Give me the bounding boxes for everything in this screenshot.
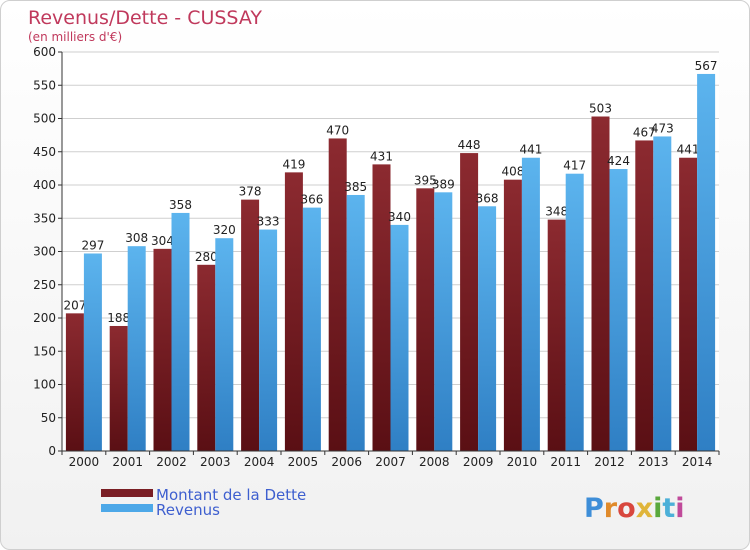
x-tick-label: 2011 [550,455,581,469]
bar-revenus [390,224,409,451]
value-label-revenus: 417 [563,159,586,173]
proxiti-logo: Proxiti [584,493,685,524]
bar-debt [679,157,698,452]
y-tick-label: 600 [33,45,56,59]
bar-revenus [302,207,321,451]
y-tick-label: 400 [33,178,56,192]
bar-debt [241,199,260,451]
value-label-debt: 448 [458,138,481,152]
value-label-debt: 431 [370,149,393,163]
bar-debt [328,138,347,451]
x-tick-label: 2010 [507,455,538,469]
value-label-debt: 408 [501,165,524,179]
y-tick-label: 150 [33,344,56,358]
legend-swatch-debt [101,489,153,497]
bar-revenus [478,206,497,451]
legend-label-debt: Montant de la Dette [156,486,306,504]
x-tick-label: 2004 [244,455,275,469]
value-label-revenus: 441 [519,143,542,157]
bar-revenus [259,229,278,451]
bar-debt [503,179,522,451]
y-tick-label: 550 [33,78,56,92]
value-label-revenus: 385 [344,180,367,194]
value-label-revenus: 389 [432,177,455,191]
x-tick-label: 2007 [375,455,406,469]
bar-debt [153,248,172,451]
value-label-revenus: 368 [476,191,499,205]
value-label-debt: 470 [326,123,349,137]
value-label-debt: 304 [151,234,174,248]
bar-revenus [565,173,584,451]
value-label-revenus: 366 [300,193,323,207]
bar-revenus [434,192,453,451]
bar-revenus [521,157,540,452]
value-label-debt: 280 [195,250,218,264]
value-label-debt: 395 [414,173,437,187]
legend-label-revenus: Revenus [156,501,220,519]
x-tick-label: 2005 [288,455,319,469]
bar-revenus [697,73,716,451]
bar-debt [197,264,216,451]
y-tick-label: 250 [33,278,56,292]
bar-debt [460,153,479,451]
y-tick-label: 0 [48,444,56,458]
bar-debt [635,140,654,451]
y-tick-label: 50 [41,411,56,425]
legend: Montant de la Dette Revenus [101,486,306,519]
legend-swatch-revenus [101,504,153,512]
x-tick-label: 2002 [156,455,187,469]
x-tick-label: 2009 [463,455,494,469]
value-label-revenus: 424 [607,154,630,168]
value-label-debt: 378 [239,185,262,199]
value-label-revenus: 473 [651,121,674,135]
value-label-debt: 207 [63,298,86,312]
bar-revenus [127,246,146,451]
y-tick-label: 200 [33,311,56,325]
value-label-revenus: 308 [125,231,148,245]
bar-debt [547,219,566,451]
x-tick-label: 2006 [331,455,362,469]
chart-subtitle: (en milliers d'€) [28,30,122,44]
x-tick-label: 2014 [682,455,713,469]
y-tick-label: 500 [33,112,56,126]
y-tick-label: 300 [33,245,56,259]
bar-revenus [171,212,190,451]
bar-revenus [215,238,234,451]
y-tick-label: 450 [33,145,56,159]
bar-debt [65,313,84,451]
value-label-debt: 441 [677,143,700,157]
x-tick-label: 2001 [112,455,143,469]
y-tick-label: 100 [33,378,56,392]
bar-revenus [346,194,365,451]
value-label-revenus: 333 [257,215,280,229]
bar-debt [591,116,610,451]
bar-debt [284,172,303,452]
x-tick-label: 2013 [638,455,669,469]
bar-revenus [609,169,628,452]
x-tick-label: 2008 [419,455,450,469]
value-label-revenus: 340 [388,210,411,224]
x-tick-label: 2000 [69,455,100,469]
x-tick-label: 2003 [200,455,231,469]
value-label-debt: 188 [107,311,130,325]
bar-debt [109,325,128,451]
value-label-debt: 419 [282,157,305,171]
value-label-revenus: 567 [695,59,718,73]
bar-revenus [653,136,672,451]
value-label-revenus: 320 [213,223,236,237]
value-label-revenus: 297 [81,238,104,252]
y-tick-label: 350 [33,211,56,225]
bar-debt [372,164,391,451]
value-label-debt: 467 [633,125,656,139]
bar-revenus [83,253,102,451]
bar-debt [416,188,435,451]
value-label-revenus: 358 [169,198,192,212]
chart-title: Revenus/Dette - CUSSAY [28,7,262,29]
value-label-debt: 503 [589,102,612,116]
value-label-debt: 348 [545,205,568,219]
x-tick-label: 2012 [594,455,625,469]
